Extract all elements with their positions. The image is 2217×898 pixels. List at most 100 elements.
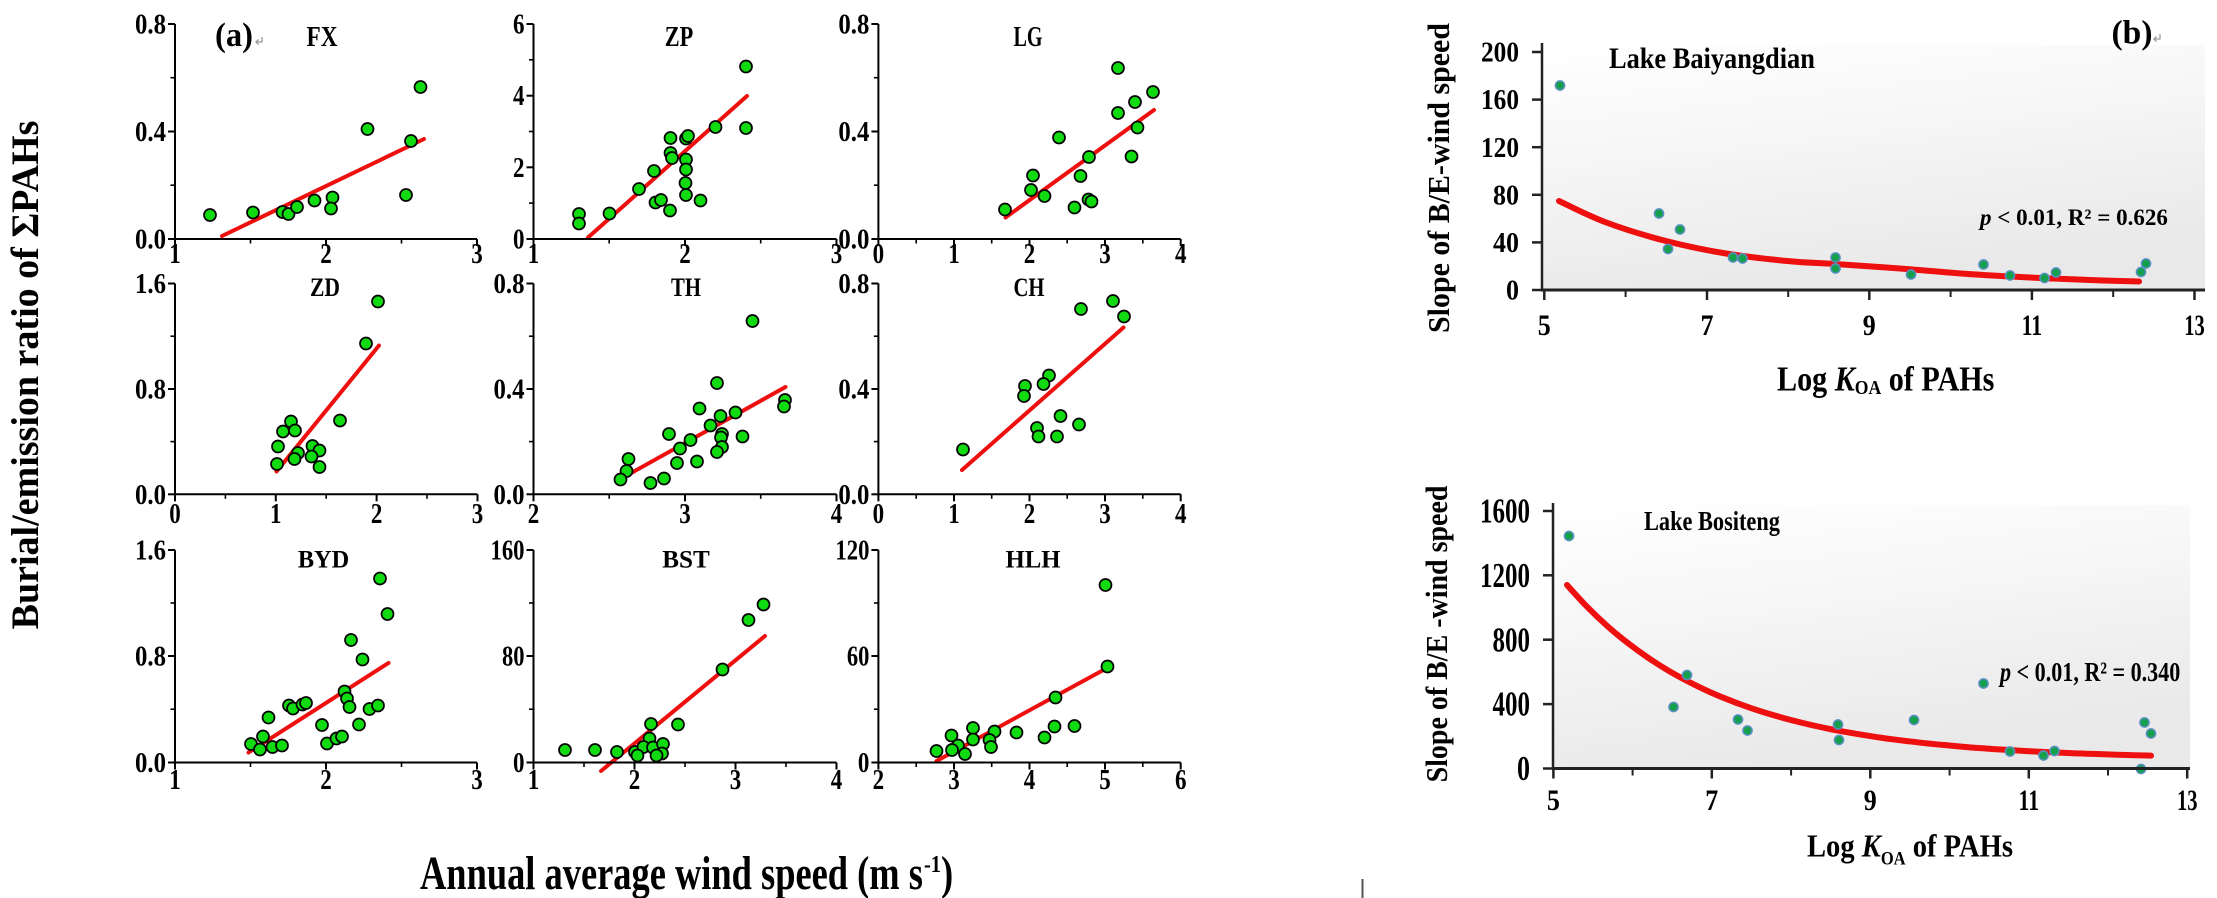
- svg-text:Log KOA of PAHs: Log KOA of PAHs: [1807, 828, 2013, 869]
- svg-text:13: 13: [2184, 308, 2204, 342]
- svg-text:0.0: 0.0: [838, 478, 869, 510]
- svg-text:p < 0.01, R² = 0.340: p < 0.01, R² = 0.340: [1998, 658, 2180, 688]
- svg-text:2: 2: [513, 152, 525, 184]
- svg-text:9: 9: [1864, 784, 1877, 817]
- svg-text:5: 5: [1547, 784, 1560, 817]
- svg-text:2: 2: [873, 764, 885, 796]
- svg-text:Annual average wind speed (m s: Annual average wind speed (m s: [420, 848, 923, 898]
- svg-text:ZD: ZD: [310, 274, 340, 302]
- svg-text:BST: BST: [662, 545, 710, 573]
- svg-text:TH: TH: [671, 274, 701, 303]
- svg-text:0.8: 0.8: [135, 640, 166, 672]
- svg-text:2: 2: [320, 238, 332, 270]
- svg-text:(a): (a): [215, 16, 253, 54]
- svg-text:2: 2: [528, 498, 540, 530]
- svg-text:160: 160: [491, 534, 525, 566]
- svg-text:1200: 1200: [1480, 556, 1530, 595]
- svg-text:CH: CH: [1014, 274, 1045, 303]
- svg-text:0.4: 0.4: [838, 373, 869, 405]
- svg-text:1: 1: [948, 498, 960, 530]
- svg-text:1: 1: [169, 238, 181, 270]
- svg-text:800: 800: [1493, 620, 1530, 659]
- svg-text:0.4: 0.4: [135, 116, 166, 148]
- svg-text:0: 0: [1506, 273, 1519, 306]
- svg-text:0: 0: [873, 498, 885, 530]
- svg-text:1: 1: [948, 238, 960, 270]
- svg-text:0: 0: [1517, 749, 1530, 788]
- svg-text:1: 1: [528, 764, 540, 796]
- svg-text:3: 3: [1099, 238, 1111, 270]
- svg-text:2: 2: [371, 498, 383, 530]
- svg-text:4: 4: [513, 80, 525, 112]
- svg-text:6: 6: [1175, 764, 1187, 796]
- svg-text:ZP: ZP: [665, 20, 694, 53]
- svg-text:3: 3: [948, 764, 960, 796]
- svg-text:0.0: 0.0: [135, 223, 166, 255]
- svg-text:3: 3: [1099, 498, 1111, 530]
- svg-text:-1: -1: [924, 850, 941, 877]
- svg-text:40: 40: [1493, 226, 1519, 259]
- svg-text:Slope of B/E -wind speed: Slope of B/E -wind speed: [1421, 485, 1455, 782]
- svg-text:7: 7: [1701, 309, 1714, 342]
- svg-text:3: 3: [471, 238, 483, 270]
- svg-text:0.8: 0.8: [838, 268, 869, 300]
- svg-text:0: 0: [169, 498, 181, 530]
- svg-text:LG: LG: [1014, 22, 1043, 53]
- svg-text:0.8: 0.8: [135, 8, 166, 40]
- svg-text:4: 4: [1024, 764, 1036, 796]
- svg-text:Slope of B/E-wind speed: Slope of B/E-wind speed: [1422, 23, 1457, 333]
- svg-text:9: 9: [1863, 309, 1876, 342]
- svg-text:11: 11: [2019, 784, 2039, 817]
- svg-text:80: 80: [502, 641, 524, 672]
- svg-text:0.4: 0.4: [494, 373, 525, 405]
- svg-text:5: 5: [1538, 309, 1551, 342]
- svg-text:120: 120: [1481, 131, 1519, 163]
- svg-text:0.0: 0.0: [838, 223, 869, 255]
- svg-text:400: 400: [1493, 685, 1530, 724]
- svg-text:80: 80: [1493, 178, 1519, 211]
- svg-text:1600: 1600: [1480, 491, 1530, 530]
- svg-text:7: 7: [1705, 784, 1718, 817]
- svg-text:200: 200: [1481, 36, 1519, 68]
- svg-text:0.8: 0.8: [135, 373, 166, 405]
- svg-text:4: 4: [831, 498, 843, 530]
- svg-text:0.8: 0.8: [494, 268, 525, 300]
- svg-text:3: 3: [471, 764, 483, 796]
- svg-text:2: 2: [1024, 238, 1036, 270]
- svg-text:3: 3: [472, 498, 484, 530]
- svg-text:3: 3: [679, 498, 691, 530]
- svg-text:Lake Bositeng: Lake Bositeng: [1644, 507, 1780, 537]
- svg-text:3: 3: [730, 764, 742, 796]
- svg-text:BYD: BYD: [298, 546, 349, 574]
- svg-text:0.0: 0.0: [135, 478, 166, 510]
- svg-text:0: 0: [858, 747, 870, 779]
- svg-text:2: 2: [1024, 498, 1036, 530]
- svg-text:0: 0: [513, 223, 525, 255]
- svg-text:160: 160: [1481, 84, 1519, 116]
- svg-text:p < 0.01, R² = 0.626: p < 0.01, R² = 0.626: [1978, 204, 2168, 230]
- svg-text:0.0: 0.0: [135, 747, 166, 779]
- svg-text:Log KOA of PAHs: Log KOA of PAHs: [1777, 360, 1994, 399]
- svg-text:Burial/emission ratio of ΣPAHs: Burial/emission ratio of ΣPAHs: [5, 121, 48, 630]
- svg-text:2: 2: [679, 238, 691, 270]
- svg-text:120: 120: [835, 534, 869, 566]
- svg-text:1.6: 1.6: [135, 534, 166, 566]
- svg-text:Lake Baiyangdian: Lake Baiyangdian: [1609, 43, 1815, 76]
- svg-text:4: 4: [1175, 498, 1187, 530]
- svg-text:2: 2: [320, 764, 332, 796]
- svg-text:0: 0: [873, 238, 885, 270]
- svg-text:60: 60: [847, 641, 869, 672]
- svg-text:11: 11: [2022, 309, 2042, 342]
- svg-text:0.0: 0.0: [494, 478, 525, 510]
- svg-text:1: 1: [528, 238, 540, 270]
- svg-text:0: 0: [513, 747, 525, 779]
- svg-text:4: 4: [831, 764, 843, 796]
- svg-text:HLH: HLH: [1006, 546, 1061, 573]
- svg-text:): ): [941, 848, 953, 898]
- svg-text:1.6: 1.6: [135, 268, 166, 300]
- svg-text:1: 1: [169, 764, 181, 796]
- svg-text:1: 1: [270, 498, 282, 530]
- svg-text:2: 2: [629, 764, 641, 796]
- svg-text:FX: FX: [307, 21, 338, 53]
- svg-text:0.8: 0.8: [838, 8, 869, 40]
